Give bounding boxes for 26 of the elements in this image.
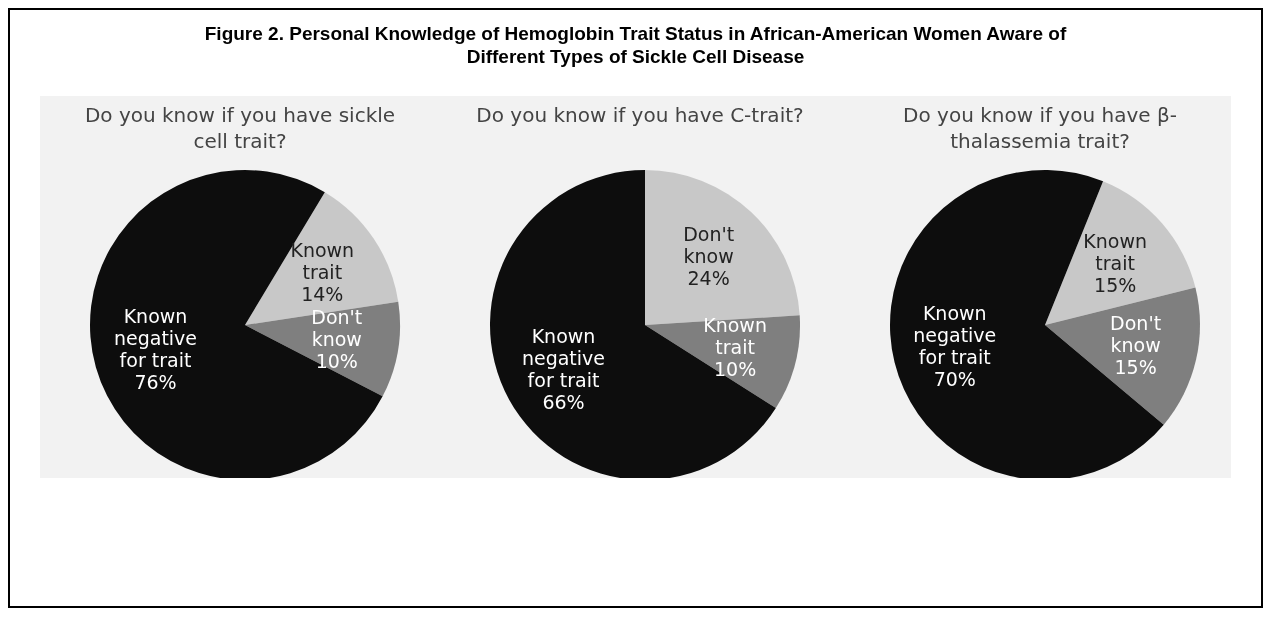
pie-slice bbox=[890, 170, 1164, 478]
chart-title: Do you know if you have β-thalassemia trait? bbox=[902, 102, 1178, 155]
chart-title: Do you know if you have sickle cell trait? bbox=[83, 102, 397, 155]
pie-slice bbox=[90, 170, 383, 478]
data-label: 24% bbox=[687, 266, 730, 289]
slice-label: Don't know bbox=[311, 305, 363, 350]
pie-slice bbox=[490, 170, 776, 478]
data-label: 70% bbox=[933, 368, 976, 390]
slice-label: Known negative for trait bbox=[113, 304, 198, 371]
data-label: 14% bbox=[301, 282, 344, 305]
slice-label: Known trait bbox=[290, 238, 355, 283]
data-label: 10% bbox=[713, 357, 757, 380]
data-label: 10% bbox=[315, 349, 358, 372]
pie-slice bbox=[245, 192, 399, 325]
slice-label: Don't know bbox=[683, 222, 735, 267]
data-label: 66% bbox=[542, 390, 585, 413]
slice-label: Known negative for trait bbox=[521, 324, 606, 391]
data-label: 15% bbox=[1114, 355, 1157, 378]
data-label: 15% bbox=[1094, 273, 1137, 296]
data-label: 76% bbox=[134, 370, 177, 393]
slice-label: Known negative for trait bbox=[913, 302, 997, 368]
slice-label: Known trait bbox=[703, 313, 767, 358]
caption: Figure 2. Personal Knowledge of Hemoglobin Trait Status in African-American Women Aware of Different Types of Sickle Cell Disease bbox=[203, 22, 1068, 68]
slice-label: Known trait bbox=[1083, 229, 1148, 274]
chart-title: Do you know if you have C-trait? bbox=[475, 102, 805, 129]
slice-label: Don't know bbox=[1110, 311, 1162, 356]
